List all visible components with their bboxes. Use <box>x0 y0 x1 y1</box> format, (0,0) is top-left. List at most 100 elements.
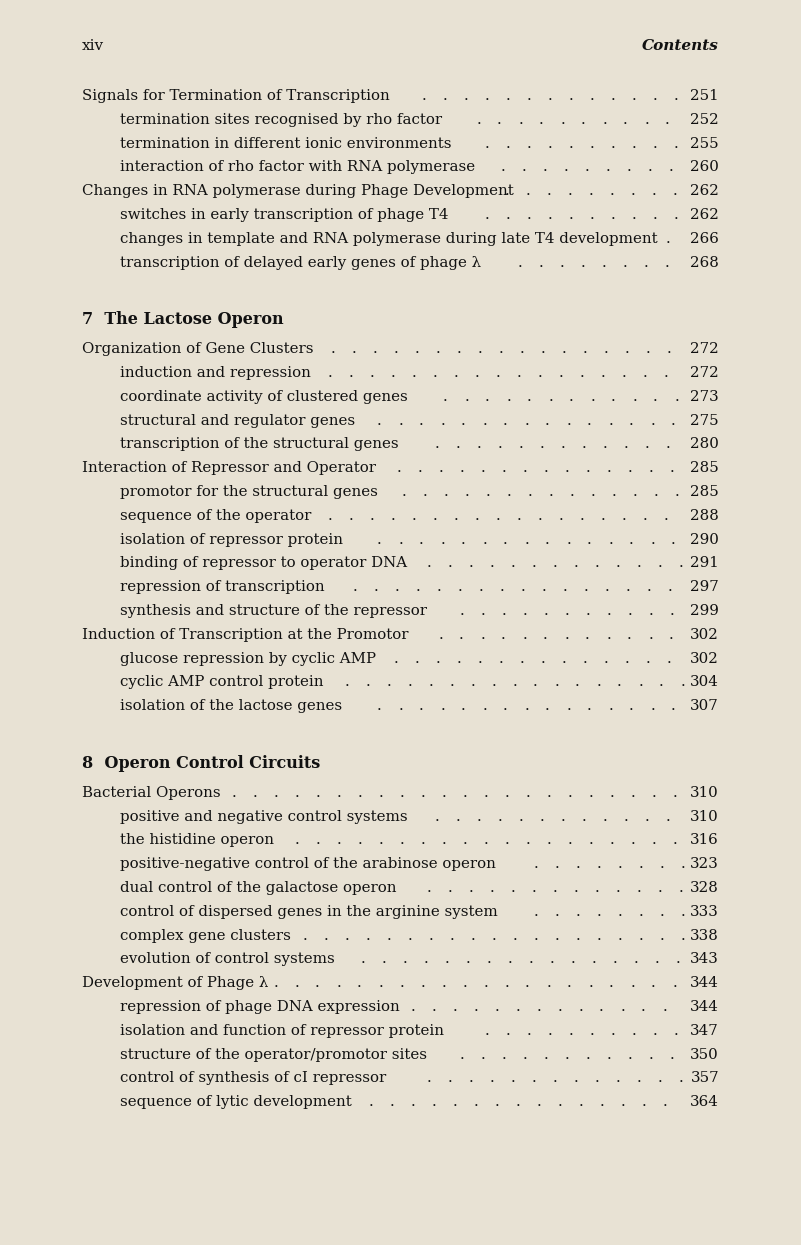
Text: .: . <box>576 929 581 942</box>
Text: .: . <box>398 413 403 427</box>
Text: .: . <box>609 184 614 198</box>
Text: .: . <box>324 929 328 942</box>
Text: .: . <box>393 651 398 666</box>
Text: .: . <box>654 486 658 499</box>
Text: .: . <box>525 833 530 848</box>
Text: .: . <box>674 1023 678 1038</box>
Text: .: . <box>477 651 482 666</box>
Text: .: . <box>499 342 504 356</box>
Text: .: . <box>419 700 424 713</box>
Text: .: . <box>623 113 628 127</box>
Text: .: . <box>519 809 524 824</box>
Text: .: . <box>565 1047 570 1062</box>
Text: .: . <box>638 675 643 690</box>
Text: .: . <box>485 208 489 222</box>
Text: .: . <box>566 533 571 547</box>
Text: .: . <box>533 675 538 690</box>
Text: .: . <box>316 833 320 848</box>
Text: .: . <box>622 509 626 523</box>
Text: .: . <box>510 557 515 570</box>
Text: .: . <box>524 700 529 713</box>
Text: .: . <box>485 88 489 103</box>
Text: repression of transcription: repression of transcription <box>120 580 324 594</box>
Text: .: . <box>628 604 632 618</box>
Text: .: . <box>561 809 566 824</box>
Text: .: . <box>503 700 508 713</box>
Text: 299: 299 <box>690 604 719 618</box>
Text: .: . <box>295 833 300 848</box>
Text: .: . <box>418 461 423 476</box>
Text: .: . <box>483 976 488 990</box>
Text: repression of phage DNA expression: repression of phage DNA expression <box>120 1000 400 1013</box>
Text: .: . <box>492 929 497 942</box>
Text: .: . <box>482 413 487 427</box>
Text: .: . <box>470 675 475 690</box>
Text: .: . <box>568 786 573 799</box>
Text: .: . <box>555 905 560 919</box>
Text: .: . <box>545 700 549 713</box>
Text: .: . <box>386 675 391 690</box>
Text: .: . <box>369 1096 373 1109</box>
Text: .: . <box>658 557 662 570</box>
Text: .: . <box>348 366 353 380</box>
Text: .: . <box>381 952 386 966</box>
Text: .: . <box>627 161 632 174</box>
Text: .: . <box>639 858 644 872</box>
Text: .: . <box>517 366 521 380</box>
Text: positive-negative control of the arabinose operon: positive-negative control of the arabino… <box>120 858 496 872</box>
Text: .: . <box>487 952 491 966</box>
Text: .: . <box>529 952 533 966</box>
Text: .: . <box>562 580 567 594</box>
Text: .: . <box>450 929 455 942</box>
Text: .: . <box>632 88 636 103</box>
Text: .: . <box>585 161 590 174</box>
Text: .: . <box>637 881 642 895</box>
Text: .: . <box>648 161 653 174</box>
Text: 288: 288 <box>690 509 719 523</box>
Text: .: . <box>464 88 469 103</box>
Text: .: . <box>399 976 404 990</box>
Text: .: . <box>427 557 432 570</box>
Text: .: . <box>522 161 526 174</box>
Text: .: . <box>610 208 615 222</box>
Text: .: . <box>453 1096 457 1109</box>
Text: .: . <box>505 833 509 848</box>
Text: .: . <box>601 366 606 380</box>
Text: .: . <box>583 580 588 594</box>
Text: .: . <box>522 1047 527 1062</box>
Text: .: . <box>642 1096 646 1109</box>
Text: .: . <box>546 833 551 848</box>
Text: .: . <box>586 604 590 618</box>
Text: .: . <box>457 651 461 666</box>
Text: .: . <box>427 1072 432 1086</box>
Text: .: . <box>537 366 542 380</box>
Text: .: . <box>660 858 665 872</box>
Text: .: . <box>231 786 236 799</box>
Text: .: . <box>554 675 559 690</box>
Text: .: . <box>525 184 530 198</box>
Text: .: . <box>607 461 612 476</box>
Text: .: . <box>674 137 678 151</box>
Text: isolation of the lactose genes: isolation of the lactose genes <box>120 700 342 713</box>
Text: .: . <box>505 208 510 222</box>
Text: 262: 262 <box>690 184 719 198</box>
Text: 275: 275 <box>690 413 719 427</box>
Text: .: . <box>526 208 531 222</box>
Text: 251: 251 <box>690 88 719 103</box>
Text: .: . <box>659 675 664 690</box>
Text: .: . <box>366 929 371 942</box>
Text: .: . <box>504 184 509 198</box>
Text: .: . <box>627 627 632 642</box>
Text: structural and regulator genes: structural and regulator genes <box>120 413 355 427</box>
Text: .: . <box>498 437 502 452</box>
Text: .: . <box>295 786 300 799</box>
Text: .: . <box>672 184 677 198</box>
Text: .: . <box>377 533 382 547</box>
Text: cyclic AMP control protein: cyclic AMP control protein <box>120 675 324 690</box>
Text: .: . <box>541 342 545 356</box>
Text: interaction of rho factor with RNA polymerase: interaction of rho factor with RNA polym… <box>120 161 475 174</box>
Text: synthesis and structure of the repressor: synthesis and structure of the repressor <box>120 604 427 618</box>
Text: .: . <box>588 184 593 198</box>
Text: .: . <box>512 675 517 690</box>
Text: .: . <box>559 255 564 270</box>
